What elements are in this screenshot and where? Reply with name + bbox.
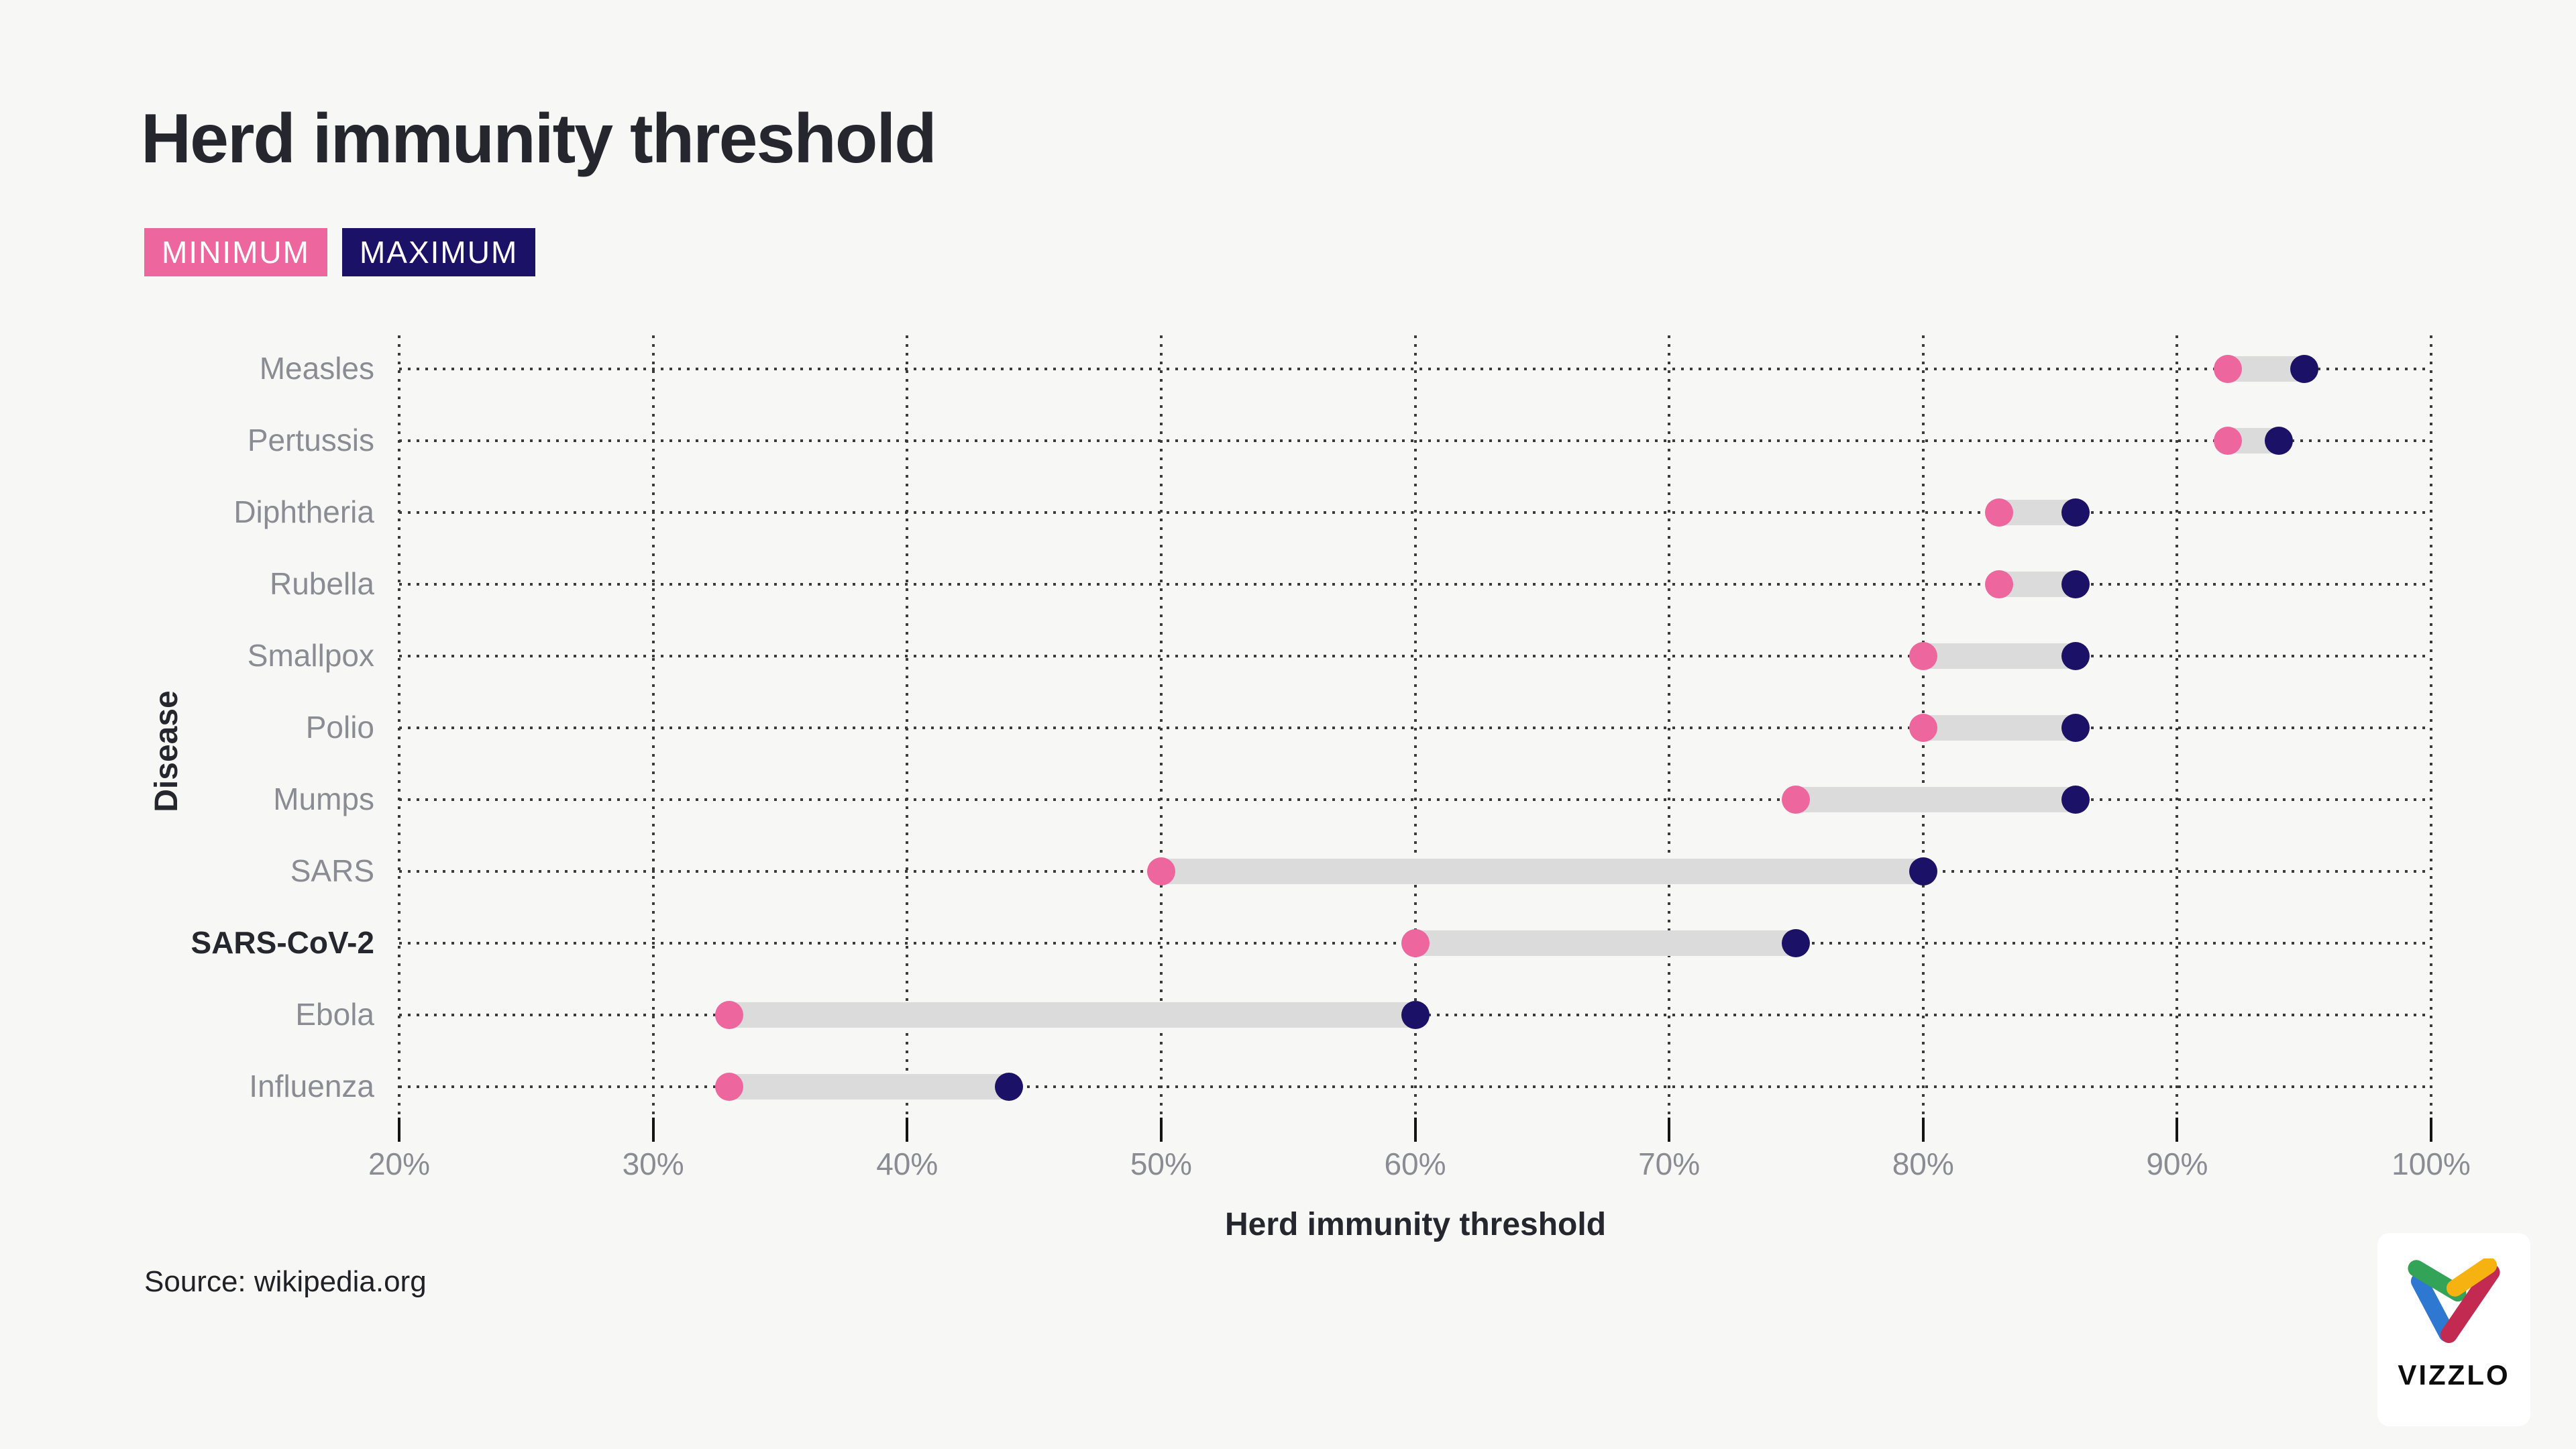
minimum-dot [2214,355,2243,383]
x-axis-tick-label: 60% [1384,1146,1446,1181]
row-label: SARS [290,853,374,888]
vertical-gridline [906,335,909,1116]
minimum-dot [1782,786,1811,814]
vertical-gridline [1668,335,1671,1116]
x-axis-tick [2430,1118,2432,1142]
x-axis-tick-label: 90% [2146,1146,2208,1181]
range-bar [1796,787,2076,812]
maximum-dot [2061,714,2090,742]
range-bar [1415,930,1796,956]
horizontal-gridline [399,655,2431,657]
minimum-dot [1985,570,2014,598]
horizontal-gridline [399,511,2431,514]
range-bar [1923,715,2076,741]
x-axis-tick [1159,1118,1163,1142]
minimum-dot [1909,714,1937,742]
source-note: Source: wikipedia.org [144,1265,427,1298]
horizontal-gridline [399,727,2431,729]
maximum-dot [2061,642,2090,670]
x-axis-tick-label: 40% [876,1146,938,1181]
x-axis-tick-label: 50% [1130,1146,1192,1181]
horizontal-gridline [399,583,2431,586]
row-label: Influenza [249,1069,374,1104]
vertical-gridline [1159,335,1163,1116]
vertical-gridline [2430,335,2432,1116]
horizontal-gridline [399,439,2431,442]
range-bar [729,1074,1009,1099]
x-axis-tick-label: 30% [622,1146,684,1181]
vertical-gridline [651,335,655,1116]
range-bar [1161,859,1923,884]
row-label: Polio [305,710,374,745]
row-label: Pertussis [247,423,374,458]
maximum-dot [2061,498,2090,527]
minimum-dot [2214,427,2243,455]
minimum-dot [1146,857,1175,885]
maximum-dot [994,1073,1023,1101]
x-axis-tick [1413,1118,1417,1142]
vertical-gridline [2176,335,2179,1116]
x-axis-tick-label: 100% [2392,1146,2471,1181]
x-axis-tick [651,1118,655,1142]
minimum-dot [715,1001,744,1029]
legend-chip-minimum: MINIMUM [144,228,327,276]
horizontal-gridline [399,1085,2431,1088]
minimum-dot [1909,642,1937,670]
minimum-dot [1401,929,1430,957]
row-label: Ebola [295,997,374,1032]
row-label: Diphtheria [233,494,374,529]
maximum-dot [1782,929,1811,957]
horizontal-gridline [399,368,2431,370]
x-axis-tick-label: 70% [1638,1146,1701,1181]
x-axis-tick [1921,1118,1925,1142]
horizontal-gridline [399,798,2431,801]
x-axis-title: Herd immunity threshold [1224,1207,1607,1242]
maximum-dot [2290,355,2318,383]
legend-chip-maximum: MAXIMUM [341,228,536,276]
x-axis-tick [906,1118,909,1142]
vizzlo-logo-card: VIZZLO [2377,1233,2530,1426]
chart-title: Herd immunity threshold [141,100,937,178]
x-axis-tick [2176,1118,2179,1142]
range-bar [729,1002,1415,1028]
minimum-dot [715,1073,744,1101]
x-axis-tick [398,1118,400,1142]
row-label: Rubella [270,566,374,601]
maximum-dot [1401,1001,1430,1029]
y-axis-title: Disease [148,690,184,812]
range-bar [1923,643,2076,669]
row-label: Smallpox [247,638,374,673]
legend: MINIMUM MAXIMUM [144,228,536,276]
x-axis-tick [1668,1118,1671,1142]
row-label: Mumps [273,782,374,816]
x-axis-tick-label: 80% [1892,1146,1954,1181]
maximum-dot [2264,427,2293,455]
vizzlo-logo-text: VIZZLO [2398,1359,2510,1391]
x-axis-tick-label: 20% [368,1146,431,1181]
row-label: SARS-CoV-2 [191,925,374,960]
vertical-gridline [1413,335,1417,1116]
maximum-dot [2061,786,2090,814]
maximum-dot [2061,570,2090,598]
vertical-gridline [398,335,400,1116]
vizzlo-v-icon [2408,1258,2500,1343]
row-label: Measles [259,351,374,386]
maximum-dot [1909,857,1937,885]
minimum-dot [1985,498,2014,527]
